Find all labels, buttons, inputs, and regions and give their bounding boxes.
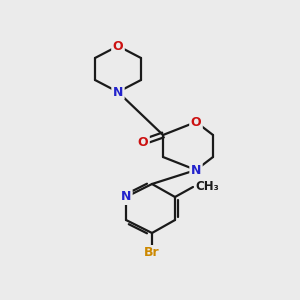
Text: N: N <box>191 164 201 176</box>
Text: O: O <box>113 40 123 52</box>
Text: O: O <box>191 116 201 128</box>
Text: Br: Br <box>144 247 160 260</box>
Text: O: O <box>138 136 148 148</box>
Text: CH₃: CH₃ <box>195 181 219 194</box>
Text: N: N <box>121 190 131 203</box>
Text: N: N <box>113 85 123 98</box>
